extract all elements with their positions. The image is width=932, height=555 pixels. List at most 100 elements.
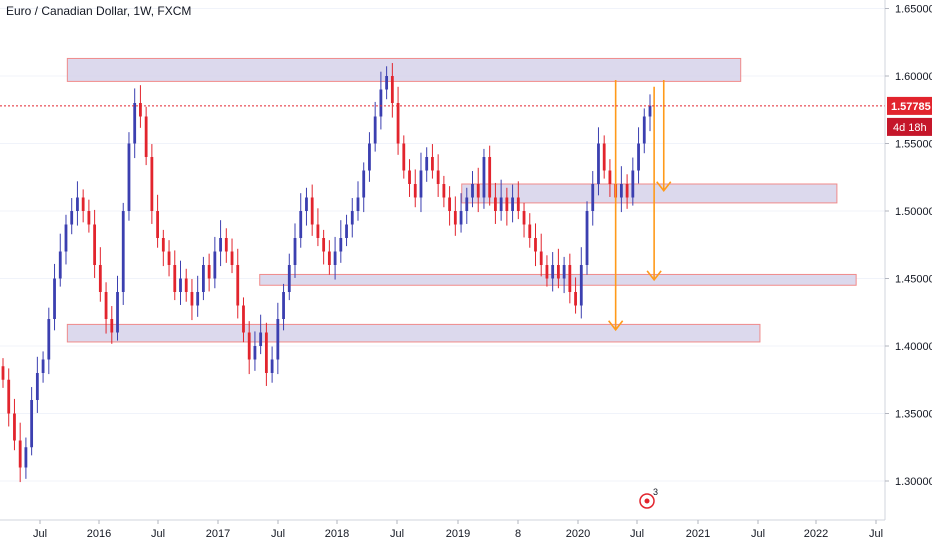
candle-body bbox=[161, 238, 165, 252]
candle-body bbox=[190, 292, 194, 306]
price-axis: 1.65000 1.60000 1.55000 1.50000 1.45000 1.400… bbox=[884, 0, 932, 520]
candle-body bbox=[93, 224, 97, 265]
candle-body bbox=[637, 143, 640, 171]
candle-body bbox=[213, 251, 217, 279]
candle-body bbox=[522, 211, 526, 225]
price-tick-label-3: 1.50000 bbox=[895, 206, 932, 218]
time-tick-label-5: 2018 bbox=[325, 528, 349, 540]
zones bbox=[66, 57, 857, 343]
candle-body bbox=[545, 265, 549, 279]
candle-body bbox=[18, 440, 22, 468]
candle-body bbox=[488, 157, 492, 198]
candle-body bbox=[259, 332, 263, 346]
candle-body bbox=[1, 366, 5, 380]
arrow-head-0 bbox=[608, 320, 624, 332]
candle-body bbox=[150, 157, 154, 211]
time-tick-label-13: 2022 bbox=[804, 528, 828, 540]
current-price-text: 1.57785 bbox=[891, 101, 931, 113]
candle-body bbox=[196, 292, 200, 306]
candle-body bbox=[127, 143, 131, 211]
candle-body bbox=[167, 251, 171, 265]
candle-body bbox=[293, 238, 297, 265]
candle-body bbox=[465, 197, 469, 211]
candle-body bbox=[385, 76, 389, 90]
time-tick-label-0: Jul bbox=[33, 528, 47, 540]
candle-body bbox=[173, 265, 177, 292]
candle-body bbox=[58, 251, 62, 279]
candle-body bbox=[110, 319, 114, 333]
candle-body bbox=[116, 292, 119, 333]
time-tick-label-4: Jul bbox=[271, 528, 285, 540]
candle-body bbox=[104, 292, 108, 319]
countdown-text: 4d 18h bbox=[893, 122, 927, 134]
time-tick-label-8: 8 bbox=[515, 528, 521, 540]
time-tick-label-9: 2020 bbox=[566, 528, 590, 540]
candle-body bbox=[597, 143, 600, 184]
candle-body bbox=[41, 359, 45, 373]
candle-body bbox=[505, 197, 509, 211]
price-tick-label-4: 1.45000 bbox=[895, 274, 932, 286]
candle-body bbox=[591, 184, 595, 211]
time-axis: Jul 2016 Jul 2017 Jul 2018 Jul 2019 8 2020 Jul 2021… bbox=[0, 487, 885, 540]
candle-body bbox=[242, 305, 245, 333]
projection-arrows bbox=[608, 80, 672, 332]
candle-body bbox=[442, 184, 446, 198]
candle-body bbox=[133, 103, 137, 144]
candle-body bbox=[413, 184, 417, 198]
candle-body bbox=[47, 319, 51, 360]
candle-body bbox=[322, 238, 326, 252]
time-tick-label-6: Jul bbox=[390, 528, 404, 540]
candle-body bbox=[528, 224, 532, 238]
candle-body bbox=[602, 143, 606, 171]
candle-body bbox=[574, 292, 577, 306]
candle-body bbox=[516, 197, 520, 211]
candle-body bbox=[339, 238, 343, 252]
arrow-head-2 bbox=[656, 181, 672, 193]
zone-rect-0 bbox=[66, 57, 742, 82]
candle-body bbox=[436, 170, 440, 184]
candle-body bbox=[453, 211, 457, 225]
candle-body bbox=[459, 211, 463, 225]
candle-body bbox=[35, 373, 39, 400]
candle-body bbox=[648, 105, 652, 117]
current-price-badge bbox=[887, 96, 932, 115]
price-tick-label-6: 1.35000 bbox=[895, 409, 932, 421]
candle-body bbox=[201, 265, 205, 292]
candle-body bbox=[184, 278, 188, 292]
candle-body bbox=[53, 278, 56, 319]
candle-body bbox=[24, 447, 28, 468]
candle-body bbox=[236, 265, 240, 306]
candle-body bbox=[408, 170, 411, 184]
event-badge-dot bbox=[644, 498, 650, 504]
zone-rect-1 bbox=[461, 183, 838, 204]
zone-rect-3 bbox=[66, 323, 761, 343]
candle-body bbox=[396, 103, 400, 144]
candle-body bbox=[631, 170, 635, 198]
candle-body bbox=[619, 184, 623, 198]
price-tick-label-7: 1.30000 bbox=[895, 476, 932, 488]
candle-body bbox=[476, 184, 480, 198]
time-tick-label-2: Jul bbox=[151, 528, 165, 540]
candle-body bbox=[556, 265, 560, 279]
candle-body bbox=[345, 224, 348, 238]
candle-body bbox=[253, 346, 257, 360]
candle-body bbox=[305, 197, 308, 211]
candle-body bbox=[282, 292, 285, 319]
candle-body bbox=[568, 265, 572, 292]
candle-body bbox=[76, 197, 79, 211]
candle-body bbox=[534, 238, 537, 252]
candle-body bbox=[539, 251, 543, 265]
candle-body bbox=[642, 116, 646, 144]
candle-body bbox=[219, 238, 222, 252]
candle-body bbox=[139, 103, 142, 117]
candle-body bbox=[13, 413, 16, 441]
chart-title: Euro / Canadian Dollar, 1W, FXCM bbox=[6, 4, 192, 18]
time-tick-label-10: Jul bbox=[630, 528, 644, 540]
candle-body bbox=[247, 332, 251, 360]
candle-body bbox=[419, 170, 423, 198]
time-tick-label-7: 2019 bbox=[446, 528, 470, 540]
candle-body bbox=[64, 224, 68, 252]
candle-body bbox=[350, 211, 354, 225]
